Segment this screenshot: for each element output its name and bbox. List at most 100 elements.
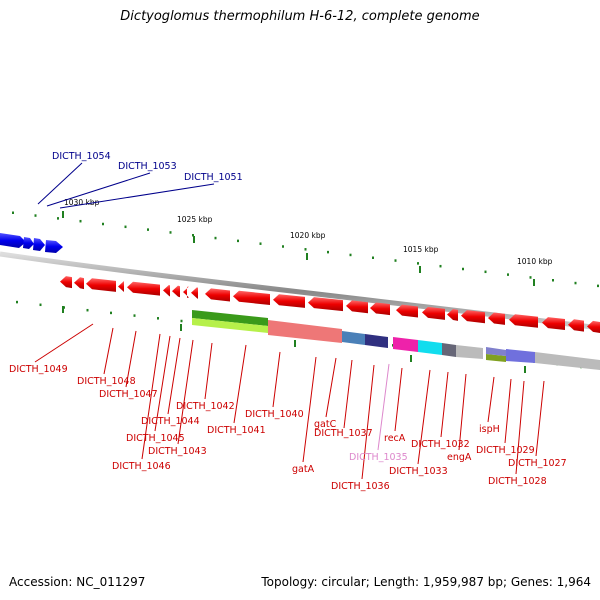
gene-label-dicth-1045[interactable]: DICTH_1045: [126, 433, 185, 444]
gene-label-enga[interactable]: engA: [447, 452, 472, 463]
minor-tick: [147, 228, 149, 231]
minor-tick: [169, 231, 172, 234]
block-purple-light: [486, 347, 506, 356]
gene-label-dicth-1053[interactable]: DICTH_1053: [118, 161, 177, 172]
gene-arrow-red[interactable]: [74, 277, 84, 290]
minor-tick: [529, 276, 532, 279]
gene-arrow-red[interactable]: [183, 286, 189, 298]
block-purple: [506, 349, 535, 363]
gene-label-dicth-1041[interactable]: DICTH_1041: [207, 425, 266, 436]
gene-label-dicth-1037[interactable]: DICTH_1037: [314, 428, 373, 439]
gene-label-dicth-1040[interactable]: DICTH_1040: [245, 409, 304, 420]
block-steel: [342, 331, 365, 345]
major-tick: [306, 253, 308, 260]
gene-label-dicth-1046[interactable]: DICTH_1046: [112, 461, 171, 472]
gene-arrow-red[interactable]: [118, 281, 124, 293]
gene-arrow-red[interactable]: [86, 278, 116, 292]
connector-line: [394, 367, 403, 432]
minor-tick: [34, 214, 37, 217]
block-darkgray: [442, 343, 456, 357]
gene-label-dicth-1029[interactable]: DICTH_1029: [476, 445, 535, 456]
gene-arrow-red[interactable]: [461, 310, 485, 324]
connector-line: [177, 339, 194, 445]
connector-line: [458, 373, 467, 451]
connector-line: [504, 378, 512, 444]
minor-tick: [102, 222, 104, 226]
gene-arrow-red[interactable]: [191, 287, 198, 299]
topology-summary: Topology: circular; Length: 1,959,987 bp…: [261, 575, 591, 589]
genome-backbone: [0, 251, 600, 331]
gene-arrow-red[interactable]: [488, 312, 505, 325]
gene-arrow-red[interactable]: [60, 276, 72, 289]
gene-arrow-red[interactable]: [205, 288, 230, 302]
gene-arrow-red[interactable]: [233, 290, 270, 305]
gene-arrow-red[interactable]: [587, 320, 600, 333]
gene-arrow-red[interactable]: [509, 314, 538, 328]
connector-line: [440, 371, 449, 438]
gene-label-dicth-1032[interactable]: DICTH_1032: [411, 439, 470, 450]
inner-tick: [180, 319, 183, 323]
gene-label-dicth-1033[interactable]: DICTH_1033: [389, 466, 448, 477]
connector-line: [361, 364, 375, 480]
gene-label-dicth-1051[interactable]: DICTH_1051: [184, 172, 243, 183]
inner-tick: [39, 303, 42, 307]
gene-label-isph[interactable]: ispH: [479, 424, 500, 435]
forward-strand-genes: [0, 233, 63, 253]
tick-labels: 1030 kbp 1025 kbp 1020 kbp 1015 kbp 1010 kbp: [64, 198, 553, 266]
gene-label-dicth-1047[interactable]: DICTH_1047: [99, 389, 158, 400]
gene-arrow-red[interactable]: [370, 302, 390, 316]
minor-tick: [484, 270, 487, 274]
gene-arrow-red[interactable]: [273, 294, 305, 308]
tick-label: 1025 kbp: [177, 215, 213, 224]
gene-label-dicth-1035[interactable]: DICTH_1035: [349, 452, 408, 463]
gene-arrow-red[interactable]: [127, 281, 160, 296]
gene-arrow-red[interactable]: [542, 317, 565, 331]
minor-tick: [192, 234, 194, 237]
gene-arrow-blue[interactable]: [23, 237, 34, 249]
gene-label-dicth-1044[interactable]: DICTH_1044: [141, 416, 200, 427]
connector-line: [167, 337, 181, 415]
connector-line: [46, 172, 151, 207]
gene-label-reca[interactable]: recA: [384, 433, 406, 444]
gene-label-dicth-1028[interactable]: DICTH_1028: [488, 476, 547, 487]
inner-tick: [16, 300, 18, 304]
gene-arrow-red[interactable]: [422, 306, 445, 320]
gene-label-dicth-1054[interactable]: DICTH_1054: [52, 151, 111, 162]
gene-arrow-red[interactable]: [163, 284, 170, 297]
gene-label-gata[interactable]: gatA: [292, 464, 315, 475]
gene-label-dicth-1049[interactable]: DICTH_1049: [9, 364, 68, 375]
gene-label-dicth-1048[interactable]: DICTH_1048: [77, 376, 136, 387]
major-tick: [62, 211, 64, 218]
reverse-strand-genes: [60, 276, 600, 333]
gene-label-dicth-1042[interactable]: DICTH_1042: [176, 401, 235, 412]
gene-label-gatc[interactable]: gatC: [314, 419, 337, 430]
gene-arrow-red[interactable]: [346, 300, 368, 314]
connector-line: [125, 330, 137, 388]
gene-arrow-blue[interactable]: [0, 233, 26, 248]
genome-title: Dictyoglomus thermophilum H-6-12, comple…: [120, 9, 480, 24]
gene-label-dicth-1027[interactable]: DICTH_1027: [508, 458, 567, 469]
minor-tick: [327, 250, 329, 254]
inner-tick: [133, 314, 136, 317]
minor-tick: [462, 267, 464, 271]
gene-arrow-red[interactable]: [396, 304, 418, 318]
connector-line: [154, 335, 171, 432]
block-gray-right: [535, 352, 600, 370]
gene-arrow-red[interactable]: [308, 297, 343, 312]
minor-tick: [552, 279, 554, 282]
tick-label: 1030 kbp: [64, 198, 100, 207]
block-gray: [456, 345, 483, 359]
gene-label-dicth-1043[interactable]: DICTH_1043: [148, 446, 207, 457]
gene-label-dicth-1036[interactable]: DICTH_1036: [331, 481, 390, 492]
connector-line: [343, 359, 353, 429]
gene-arrow-red[interactable]: [568, 319, 584, 332]
minor-tick: [237, 239, 239, 243]
minor-tick: [304, 248, 307, 251]
gene-arrow-red[interactable]: [447, 308, 458, 321]
gene-arrow-red[interactable]: [172, 285, 180, 298]
gene-arrow-blue[interactable]: [45, 240, 63, 253]
minor-tick: [394, 259, 397, 262]
block-lime: [192, 318, 268, 333]
gene-arrow-blue[interactable]: [33, 238, 45, 251]
